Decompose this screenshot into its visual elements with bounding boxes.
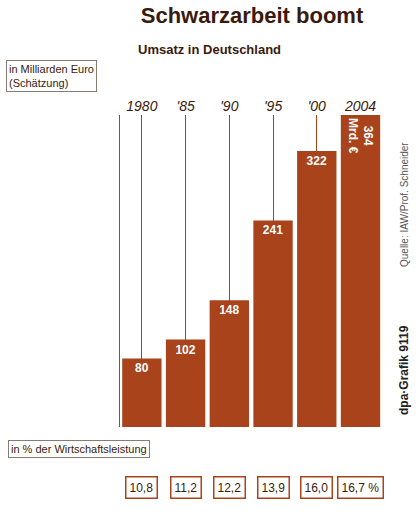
svg-text:364Mrd. €: 364Mrd. € xyxy=(346,118,376,154)
svg-text:in % der Wirtschaftsleistung: in % der Wirtschaftsleistung xyxy=(11,443,147,455)
svg-text:'00: '00 xyxy=(308,98,326,114)
svg-text:148: 148 xyxy=(219,303,239,317)
svg-text:'85: '85 xyxy=(176,98,194,114)
svg-text:1980: 1980 xyxy=(126,98,157,114)
svg-text:80: 80 xyxy=(135,361,149,375)
svg-text:241: 241 xyxy=(263,223,283,237)
svg-text:16,7 %: 16,7 % xyxy=(342,481,380,495)
svg-text:'95: '95 xyxy=(264,98,282,114)
svg-text:102: 102 xyxy=(175,343,195,357)
svg-text:16,0: 16,0 xyxy=(305,481,329,495)
svg-text:10,8: 10,8 xyxy=(130,481,154,495)
svg-text:in Milliarden Euro(Schätzung): in Milliarden Euro(Schätzung) xyxy=(9,63,94,89)
svg-text:'90: '90 xyxy=(220,98,238,114)
svg-text:Quelle: IAW/Prof. Schneider: Quelle: IAW/Prof. Schneider xyxy=(399,142,410,267)
svg-text:11,2: 11,2 xyxy=(175,481,198,495)
svg-text:13,9: 13,9 xyxy=(262,481,286,495)
svg-text:Schwarzarbeit boomt: Schwarzarbeit boomt xyxy=(141,3,364,28)
svg-text:12,2: 12,2 xyxy=(218,481,242,495)
svg-text:2004: 2004 xyxy=(344,98,376,114)
svg-text:322: 322 xyxy=(307,154,327,168)
svg-text:Umsatz in Deutschland: Umsatz in Deutschland xyxy=(138,42,281,57)
svg-text:dpa·Grafik 9119: dpa·Grafik 9119 xyxy=(397,325,411,415)
